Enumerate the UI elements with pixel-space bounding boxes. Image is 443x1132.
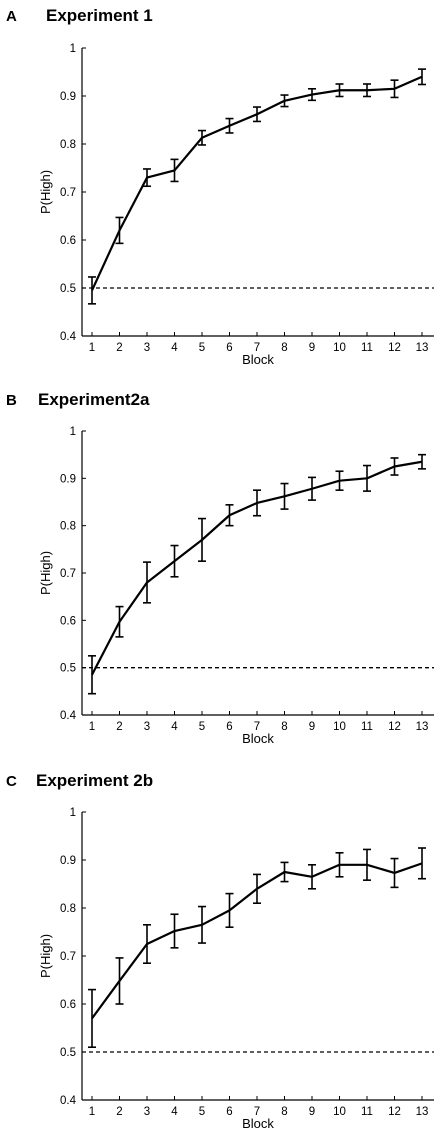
y-tick-label: 0.5	[60, 663, 76, 675]
x-tick-label: 1	[89, 342, 95, 354]
x-tick-label: 6	[226, 342, 232, 354]
chart-panel-a: A Experiment 10.40.50.60.70.80.911 2 3 4 5 6 7 8…	[6, 6, 434, 367]
x-tick-label: 12	[388, 1106, 401, 1118]
x-tick-label: 2	[116, 1106, 122, 1118]
y-tick-label: 0.8	[60, 139, 76, 151]
x-tick-label: 1	[89, 721, 95, 733]
y-tick-label: 0.4	[60, 1095, 77, 1107]
x-axis-label: Block	[242, 1116, 274, 1131]
x-tick-label: 7	[254, 721, 260, 733]
x-tick-label: 9	[309, 342, 315, 354]
panel-letter: C	[6, 773, 17, 790]
chart-panel-c: C Experiment 2b0.40.50.60.70.80.911 2 3 4 5 6 7…	[6, 771, 434, 1131]
y-tick-label: 0.7	[60, 187, 76, 199]
y-tick-label: 1	[70, 43, 76, 55]
y-tick-label: 1	[70, 807, 76, 819]
y-tick-label: 0.5	[60, 283, 76, 295]
panel-letter: A	[6, 8, 17, 25]
x-tick-label: 12	[388, 342, 401, 354]
x-tick-label: 11	[361, 342, 373, 354]
y-tick-label: 0.8	[60, 521, 76, 533]
panel-letter: B	[6, 392, 17, 409]
x-tick-label: 10	[333, 721, 346, 733]
x-tick-label: 3	[144, 1106, 150, 1118]
y-axis-label: P(High)	[38, 934, 53, 978]
y-tick-label: 0.7	[60, 951, 76, 963]
x-tick-label: 8	[281, 342, 287, 354]
x-tick-label: 12	[388, 721, 401, 733]
x-tick-label: 7	[254, 342, 260, 354]
x-tick-label: 3	[144, 721, 150, 733]
chart-title: Experiment 2b	[36, 771, 153, 790]
x-tick-label: 10	[333, 342, 346, 354]
x-tick-label: 9	[309, 1106, 315, 1118]
x-tick-label: 5	[199, 342, 205, 354]
y-tick-label: 0.6	[60, 235, 76, 247]
x-tick-label: 13	[416, 342, 429, 354]
y-tick-label: 0.7	[60, 568, 76, 580]
x-tick-label: 1	[89, 1106, 95, 1118]
chart-title: Experiment2a	[38, 390, 150, 409]
x-tick-label: 8	[281, 721, 287, 733]
x-tick-label: 13	[416, 721, 429, 733]
y-tick-label: 1	[70, 426, 76, 438]
y-axis-label: P(High)	[38, 170, 53, 214]
x-axis-label: Block	[242, 352, 274, 367]
y-axis-label: P(High)	[38, 551, 53, 595]
x-tick-label: 5	[199, 1106, 205, 1118]
y-tick-label: 0.9	[60, 855, 76, 867]
x-tick-label: 2	[116, 721, 122, 733]
x-tick-label: 2	[116, 342, 122, 354]
chart-title: Experiment 1	[46, 6, 153, 25]
x-tick-label: 10	[333, 1106, 346, 1118]
x-tick-label: 13	[416, 1106, 429, 1118]
y-tick-label: 0.4	[60, 331, 77, 343]
x-tick-label: 5	[199, 721, 205, 733]
x-tick-label: 4	[171, 721, 178, 733]
x-tick-label: 7	[254, 1106, 260, 1118]
y-tick-label: 0.9	[60, 91, 76, 103]
x-tick-label: 4	[171, 342, 178, 354]
y-tick-label: 0.6	[60, 615, 76, 627]
x-tick-label: 6	[226, 1106, 232, 1118]
y-tick-label: 0.8	[60, 903, 76, 915]
x-axis-label: Block	[242, 731, 274, 746]
y-tick-label: 0.6	[60, 999, 76, 1011]
x-tick-label: 8	[281, 1106, 287, 1118]
x-tick-label: 6	[226, 721, 232, 733]
x-tick-label: 11	[361, 1106, 373, 1118]
y-tick-label: 0.9	[60, 473, 76, 485]
x-tick-label: 3	[144, 342, 150, 354]
y-tick-label: 0.5	[60, 1047, 76, 1059]
x-tick-label: 4	[171, 1106, 178, 1118]
y-tick-label: 0.4	[60, 710, 77, 722]
x-tick-label: 9	[309, 721, 315, 733]
x-tick-label: 11	[361, 721, 373, 733]
